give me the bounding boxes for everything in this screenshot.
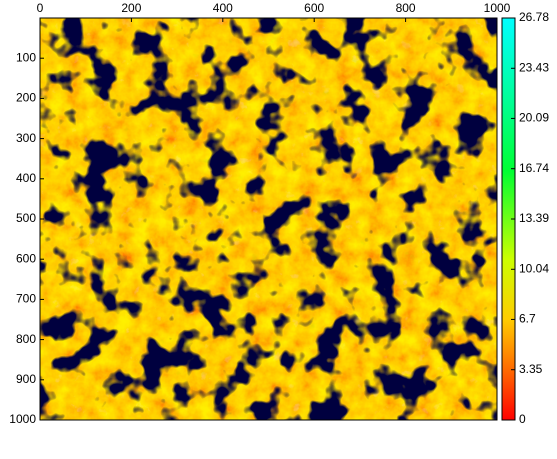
y-tick-label: 200 bbox=[16, 91, 36, 105]
y-tick-label: 500 bbox=[16, 211, 36, 225]
y-tick-label: 100 bbox=[16, 50, 36, 64]
x-tick-label: 1000 bbox=[484, 1, 511, 15]
colorbar-tick-label: 10.04 bbox=[519, 261, 549, 275]
y-tick-label: 1000 bbox=[9, 412, 36, 426]
x-tick-label: 600 bbox=[304, 1, 324, 15]
x-tick-label: 0 bbox=[37, 1, 44, 15]
colorbar-tick-label: 3.35 bbox=[519, 362, 543, 376]
y-tick-label: 400 bbox=[16, 171, 36, 185]
y-tick-label: 700 bbox=[16, 292, 36, 306]
x-tick-label: 800 bbox=[396, 1, 416, 15]
x-tick-label: 200 bbox=[121, 1, 141, 15]
y-tick-label: 600 bbox=[16, 251, 36, 265]
colorbar-tick-label: 16.74 bbox=[519, 161, 549, 175]
colorbar-tick-label: 13.39 bbox=[519, 211, 549, 225]
image-dark-patches bbox=[40, 18, 497, 420]
colorbar-tick-label: 23.43 bbox=[519, 60, 549, 74]
colorbar-tick-label: 26.78 bbox=[519, 10, 549, 24]
colorbar-tick-label: 0 bbox=[519, 412, 526, 426]
y-tick-label: 800 bbox=[16, 332, 36, 346]
colorbar-tick-label: 6.7 bbox=[519, 312, 536, 326]
chart: 0 200 400 600 800 1000 100 200 300 400 500 600 700 80… bbox=[0, 0, 557, 454]
y-tick-label: 300 bbox=[16, 131, 36, 145]
y-tick-label: 900 bbox=[16, 372, 36, 386]
colorbar-tick-label: 20.09 bbox=[519, 111, 549, 125]
x-tick-label: 400 bbox=[213, 1, 233, 15]
